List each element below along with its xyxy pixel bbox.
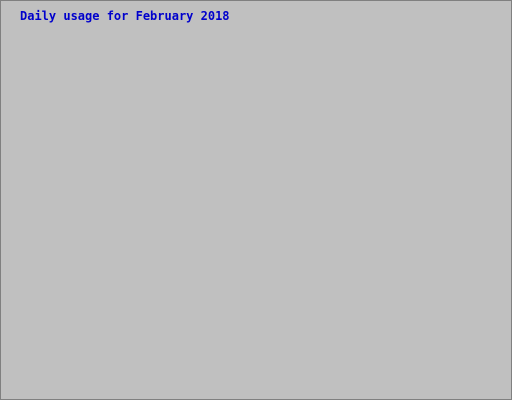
chart-title: Daily usage for February 2018 (20, 9, 230, 23)
